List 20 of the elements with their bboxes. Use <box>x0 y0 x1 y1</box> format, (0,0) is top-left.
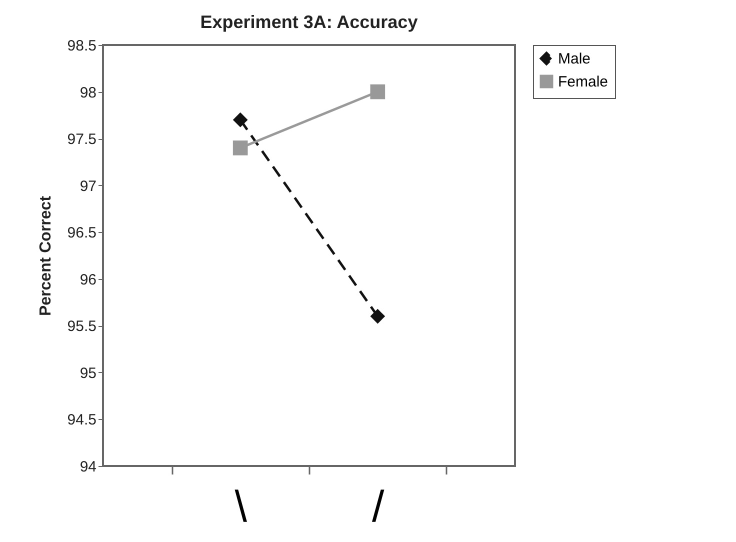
legend-label: Female <box>558 74 608 90</box>
x-tick-label: \ <box>234 482 248 532</box>
y-tick-label: 98.5 <box>67 38 96 54</box>
y-tick-label: 97.5 <box>67 131 96 148</box>
y-tick-label: 94 <box>80 458 96 476</box>
y-axis-title: Percent Correct <box>37 195 54 316</box>
y-tick-label: 96.5 <box>67 224 96 242</box>
y-tick-label: 96 <box>80 271 96 288</box>
point <box>232 140 248 156</box>
y-tick-label: 98 <box>80 84 96 102</box>
x-tick-label: / <box>372 482 386 532</box>
legend-label: Male <box>558 50 591 68</box>
y-tick-label: 97 <box>80 178 96 195</box>
point <box>370 84 386 100</box>
point <box>370 308 386 324</box>
y-tick-label: 95 <box>80 364 96 382</box>
chart-title: Experiment 3A: Accuracy <box>200 12 418 32</box>
y-tick-label: 94.5 <box>67 412 96 429</box>
point <box>232 112 248 128</box>
y-tick-label: 95.5 <box>67 318 96 336</box>
